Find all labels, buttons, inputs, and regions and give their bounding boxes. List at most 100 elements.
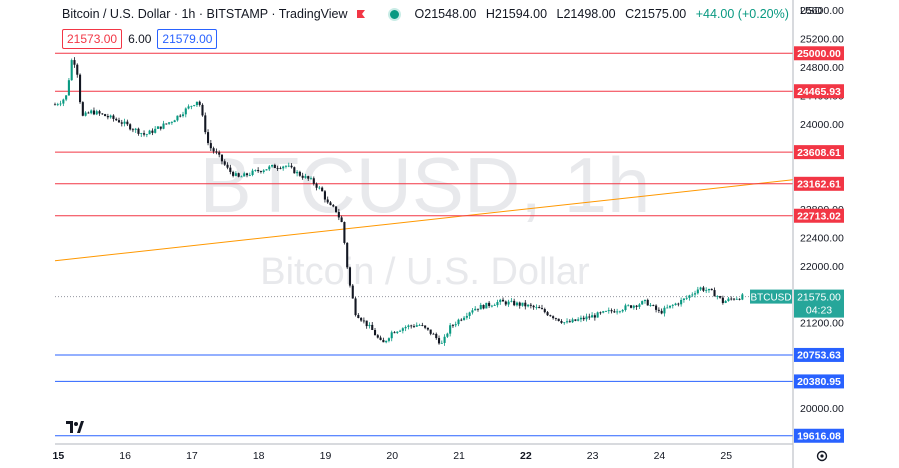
settings-icon[interactable] (816, 450, 828, 462)
symbol-title[interactable]: Bitcoin / U.S. Dollar · 1h · BITSTAMP · … (62, 7, 348, 21)
candle-body[interactable] (309, 178, 313, 180)
candle-body[interactable] (705, 290, 708, 292)
candle-body[interactable] (437, 338, 441, 344)
candle-body[interactable] (693, 293, 697, 295)
candle-body[interactable] (98, 111, 101, 114)
candle-body[interactable] (632, 305, 635, 308)
candle-body[interactable] (660, 310, 663, 314)
candle-body[interactable] (243, 173, 246, 177)
candle-body[interactable] (552, 316, 555, 319)
candle-body[interactable] (296, 171, 299, 174)
candle-body[interactable] (410, 325, 413, 327)
candle-body[interactable] (657, 309, 660, 311)
candle-body[interactable] (385, 340, 388, 343)
candle-body[interactable] (463, 317, 466, 320)
candle-body[interactable] (629, 305, 633, 308)
flag-icon[interactable] (356, 9, 366, 19)
candle-body[interactable] (170, 122, 173, 123)
candle-body[interactable] (485, 302, 488, 309)
candle-body[interactable] (193, 105, 196, 106)
candle-body[interactable] (685, 297, 688, 299)
candle-body[interactable] (465, 315, 468, 318)
candle-body[interactable] (440, 342, 443, 344)
candle-body[interactable] (666, 307, 669, 309)
candle-body[interactable] (418, 325, 421, 326)
candle-body[interactable] (716, 296, 719, 297)
candle-body[interactable] (373, 329, 377, 336)
candle-body[interactable] (78, 74, 82, 103)
candle-body[interactable] (131, 129, 134, 131)
candle-body[interactable] (123, 121, 126, 124)
candle-body[interactable] (646, 299, 649, 306)
candle-body[interactable] (624, 305, 627, 311)
candle-body[interactable] (134, 128, 137, 130)
candle-body[interactable] (190, 105, 193, 107)
candle-body[interactable] (248, 174, 251, 176)
candle-body[interactable] (156, 126, 160, 129)
candle-body[interactable] (176, 115, 179, 121)
candle-body[interactable] (368, 324, 371, 327)
candle-body[interactable] (507, 301, 510, 305)
candle-body[interactable] (668, 305, 672, 308)
candle-body[interactable] (126, 121, 129, 125)
candle-body[interactable] (337, 212, 340, 218)
candle-body[interactable] (81, 102, 84, 116)
candle-body[interactable] (604, 311, 608, 312)
candle-body[interactable] (145, 134, 148, 136)
candle-body[interactable] (727, 298, 730, 301)
candle-body[interactable] (621, 310, 624, 312)
candle-body[interactable] (162, 123, 165, 129)
candle-body[interactable] (691, 294, 694, 296)
candle-body[interactable] (154, 128, 157, 133)
candle-body[interactable] (382, 339, 385, 343)
candle-body[interactable] (568, 321, 571, 323)
trendline[interactable] (54, 179, 794, 262)
candle-body[interactable] (482, 304, 485, 309)
candle-body[interactable] (215, 151, 218, 153)
candle-body[interactable] (204, 115, 207, 133)
candle-body[interactable] (67, 80, 70, 96)
candle-body[interactable] (426, 327, 429, 330)
candle-body[interactable] (290, 165, 293, 168)
candle-body[interactable] (329, 202, 332, 206)
candle-body[interactable] (304, 176, 307, 178)
candle-body[interactable] (424, 325, 427, 328)
candle-body[interactable] (184, 108, 187, 115)
currency-label[interactable]: USD (800, 5, 823, 17)
candle-body[interactable] (529, 304, 532, 306)
candle-body[interactable] (518, 302, 521, 306)
candle-body[interactable] (407, 325, 410, 327)
candle-body[interactable] (577, 319, 580, 321)
candle-body[interactable] (421, 325, 424, 326)
candle-body[interactable] (557, 318, 560, 321)
candle-body[interactable] (137, 128, 140, 134)
candle-body[interactable] (618, 311, 621, 313)
candle-body[interactable] (179, 115, 182, 117)
candle-body[interactable] (451, 325, 454, 327)
candle-body[interactable] (282, 166, 285, 169)
candle-body[interactable] (354, 298, 357, 316)
candle-body[interactable] (591, 315, 594, 318)
candle-body[interactable] (635, 305, 638, 307)
candle-body[interactable] (95, 111, 98, 115)
candle-body[interactable] (129, 124, 132, 130)
candle-body[interactable] (574, 319, 577, 321)
candle-body[interactable] (59, 103, 62, 105)
candle-body[interactable] (488, 302, 491, 306)
candle-body[interactable] (627, 305, 630, 307)
candle-body[interactable] (460, 319, 463, 321)
candle-body[interactable] (696, 289, 699, 294)
candle-body[interactable] (471, 310, 474, 313)
sell-price-button[interactable]: 21573.00 (62, 29, 123, 49)
candle-body[interactable] (212, 148, 215, 152)
candle-body[interactable] (730, 298, 733, 300)
candle-body[interactable] (538, 307, 541, 309)
candle-body[interactable] (106, 116, 109, 118)
candle-body[interactable] (232, 171, 235, 176)
candle-body[interactable] (582, 317, 585, 320)
candle-body[interactable] (504, 301, 507, 305)
candle-body[interactable] (257, 170, 260, 172)
candle-body[interactable] (610, 310, 613, 312)
candle-body[interactable] (677, 303, 680, 305)
candle-body[interactable] (390, 332, 393, 339)
